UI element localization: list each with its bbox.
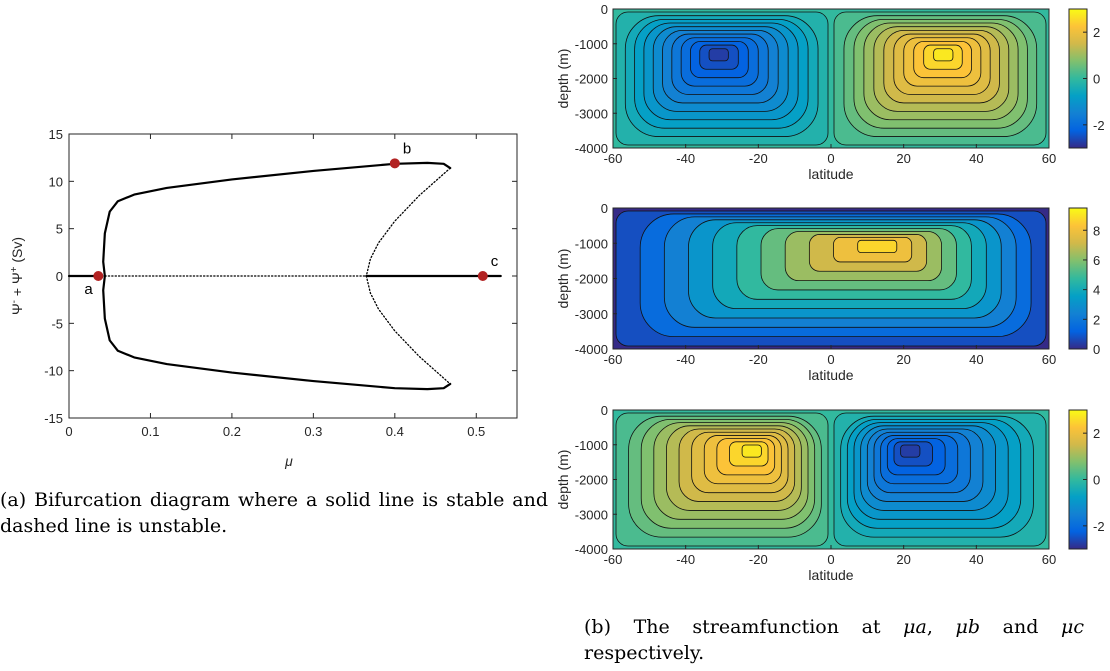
colorbar-tick-label: 2 [1093,25,1100,40]
streamfunction-contour [741,444,762,458]
streamfunction-plot-2: -60 -40 -20 0 20 40 600-1000-2000-3000-4000lat… [555,201,1100,383]
point-c [477,271,488,281]
y-tick-label: -2000 [575,272,608,287]
y-tick-label: -4000 [575,542,608,557]
axis-ticks: 0 0.1 0.2 0.3 0.4 0.5 -15 -10 -5 0 5 10 15 [44,127,517,439]
x-tick-label: 60 [1042,151,1056,166]
unstable-branch [365,167,451,385]
x-tick-label: 60 [1042,352,1056,367]
x-tick-label: -60 [604,352,623,367]
y-tick-label: 5 [56,222,63,237]
y-tick-label: 0 [601,403,608,418]
colorbar-tick-label: 2 [1093,312,1100,327]
y-axis-label: depth (m) [555,249,571,309]
point-label-b: b [403,140,411,157]
x-tick-label: -20 [749,352,768,367]
x-tick-label: 40 [969,552,983,567]
x-tick-label: 0 [827,352,834,367]
marked-points: a b c [84,140,498,298]
y-tick-label: -3000 [575,307,608,322]
colorbar-tick-label: -2 [1093,519,1105,534]
x-tick-label: 20 [896,352,910,367]
y-tick-label: -3000 [575,507,608,522]
x-tick-label: 0 [827,151,834,166]
y-tick-label: -5 [51,316,63,331]
y-axis-label: depth (m) [555,49,571,109]
streamfunction-plot-3: -60 -40 -20 0 20 40 600-1000-2000-3000-4000lat… [555,403,1105,583]
streamfunction-panels: -60 -40 -20 0 20 40 600-1000-2000-3000-4000lat… [555,2,1105,583]
y-tick-label: -10 [44,364,63,379]
x-axis-label: latitude [808,567,853,583]
colorbar-tick-label: 2 [1093,426,1100,441]
streamfunction-contour [933,48,954,62]
streamfunction-plot-1: -60 -40 -20 0 20 40 600-1000-2000-3000-4000lat… [555,2,1105,182]
point-b [389,158,400,169]
x-axis-label: μ [284,453,293,469]
colorbar-tick-label: 0 [1093,342,1100,357]
x-tick-label: 0.2 [223,424,241,439]
y-tick-label: -1000 [575,37,608,52]
y-tick-label: -4000 [575,141,608,156]
x-tick-label: -40 [676,151,695,166]
caption-b: (b) The streamfunction at μa, μb and μc … [584,616,1084,664]
colorbar-tick-label: 6 [1093,253,1100,268]
x-tick-label: 20 [896,151,910,166]
y-axis-label: depth (m) [555,450,571,510]
stable-branch [102,274,452,391]
y-tick-label: -1000 [575,438,608,453]
caption-a: (a) Bifurcation diagram where a solid li… [0,489,548,537]
streamfunction-contour [857,239,898,253]
y-tick-label: -15 [44,411,63,426]
point-label-a: a [84,281,93,298]
x-tick-label: -20 [749,552,768,567]
x-tick-label: -20 [749,151,768,166]
colorbar-tick-label: 0 [1093,473,1100,488]
x-axis-label: latitude [808,166,853,182]
y-tick-label: 0 [56,269,63,284]
x-tick-label: 40 [969,151,983,166]
x-axis-label: latitude [808,367,853,383]
colorbar-tick-label: -2 [1093,118,1105,133]
x-tick-label: -40 [676,352,695,367]
stable-branch [102,161,452,278]
y-tick-label: 0 [601,201,608,216]
streamfunction-contour [708,48,729,62]
y-tick-label: -3000 [575,106,608,121]
y-tick-label: 10 [49,174,63,189]
colorbar [1068,207,1088,350]
x-tick-label: 0 [827,552,834,567]
x-tick-label: 0.4 [386,424,404,439]
colorbar-tick-label: 4 [1093,283,1100,298]
x-tick-label: 20 [896,552,910,567]
x-tick-label: 60 [1042,552,1056,567]
x-tick-label: 0.5 [467,424,485,439]
colorbar-tick-label: 0 [1093,72,1100,87]
y-tick-label: 15 [49,127,63,142]
bifurcation-plot: 0 0.1 0.2 0.3 0.4 0.5 -15 -10 -5 0 5 10 15 a b c μ Ψ- … [9,127,518,469]
y-tick-label: -4000 [575,342,608,357]
x-tick-label: 0.1 [141,424,159,439]
point-label-c: c [491,253,499,270]
x-tick-label: -60 [604,151,623,166]
x-tick-label: 0 [65,424,72,439]
y-tick-label: 0 [601,2,608,17]
y-axis-label: Ψ- + Ψ+ (Sv) [9,237,25,315]
colorbar-tick-label: 8 [1093,223,1100,238]
x-tick-label: 40 [969,352,983,367]
y-tick-label: -2000 [575,473,608,488]
y-tick-label: -2000 [575,72,608,87]
x-tick-label: -40 [676,552,695,567]
streamfunction-contour [900,444,921,458]
point-a [93,271,104,281]
x-tick-label: -60 [604,552,623,567]
x-tick-label: 0.3 [304,424,322,439]
y-tick-label: -1000 [575,236,608,251]
